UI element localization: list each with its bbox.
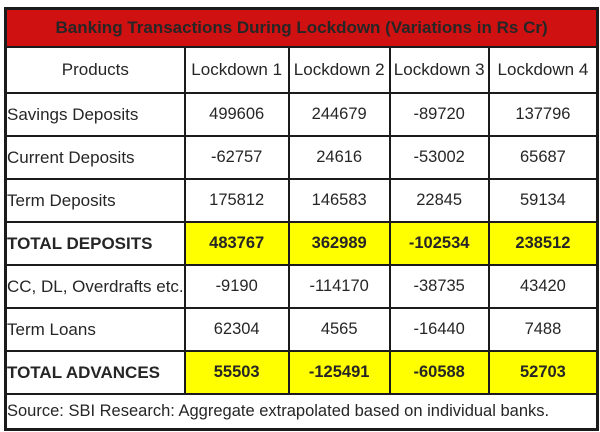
- cell-value: 65687: [487, 135, 599, 180]
- cell-value-highlighted: 238512: [487, 221, 599, 266]
- column-header-products: Products: [4, 46, 186, 94]
- cell-value: -114170: [287, 264, 391, 309]
- table-title: Banking Transactions During Lockdown (Va…: [4, 7, 599, 48]
- column-header-lockdown-2: Lockdown 2: [287, 46, 391, 94]
- cell-value-highlighted: 483767: [183, 221, 290, 266]
- cell-value: 22845: [388, 178, 490, 223]
- cell-value: -38735: [388, 264, 490, 309]
- cell-value-highlighted: -102534: [388, 221, 490, 266]
- source-note: Source: SBI Research: Aggregate extrapol…: [4, 393, 599, 431]
- cell-value-highlighted: -125491: [287, 350, 391, 395]
- source-row: Source: SBI Research: Aggregate extrapol…: [4, 393, 599, 431]
- title-row: Banking Transactions During Lockdown (Va…: [4, 7, 599, 48]
- cell-value: -9190: [183, 264, 290, 309]
- table-row-term-loans: Term Loans 62304 4565 -16440 7488: [4, 307, 599, 352]
- row-label: Term Loans: [4, 307, 186, 352]
- cell-value: 24616: [287, 135, 391, 180]
- banking-transactions-table: Banking Transactions During Lockdown (Va…: [4, 7, 600, 431]
- row-label: TOTAL ADVANCES: [4, 350, 186, 395]
- cell-value-highlighted: 362989: [287, 221, 391, 266]
- row-label: TOTAL DEPOSITS: [4, 221, 186, 266]
- banking-table-container: Banking Transactions During Lockdown (Va…: [4, 7, 600, 431]
- column-header-lockdown-4: Lockdown 4: [487, 46, 599, 94]
- row-label: Current Deposits: [4, 135, 186, 180]
- table-row-total-advances: TOTAL ADVANCES 55503 -125491 -60588 5270…: [4, 350, 599, 395]
- table-row-cc-dl-overdrafts: CC, DL, Overdrafts etc. -9190 -114170 -3…: [4, 264, 599, 309]
- cell-value: 59134: [487, 178, 599, 223]
- cell-value: 146583: [287, 178, 391, 223]
- cell-value: -89720: [388, 92, 490, 137]
- cell-value: 244679: [287, 92, 391, 137]
- cell-value: 7488: [487, 307, 599, 352]
- row-label: Term Deposits: [4, 178, 186, 223]
- cell-value: 175812: [183, 178, 290, 223]
- table-row-savings-deposits: Savings Deposits 499606 244679 -89720 13…: [4, 92, 599, 137]
- cell-value: 4565: [287, 307, 391, 352]
- cell-value-highlighted: 52703: [487, 350, 599, 395]
- row-label: CC, DL, Overdrafts etc.: [4, 264, 186, 309]
- cell-value: -62757: [183, 135, 290, 180]
- table-row-total-deposits: TOTAL DEPOSITS 483767 362989 -102534 238…: [4, 221, 599, 266]
- cell-value: 43420: [487, 264, 599, 309]
- cell-value: 62304: [183, 307, 290, 352]
- cell-value: -16440: [388, 307, 490, 352]
- cell-value: 137796: [487, 92, 599, 137]
- cell-value: 499606: [183, 92, 290, 137]
- cell-value-highlighted: 55503: [183, 350, 290, 395]
- cell-value: -53002: [388, 135, 490, 180]
- column-header-lockdown-3: Lockdown 3: [388, 46, 490, 94]
- table-row-term-deposits: Term Deposits 175812 146583 22845 59134: [4, 178, 599, 223]
- column-header-lockdown-1: Lockdown 1: [183, 46, 290, 94]
- column-header-row: Products Lockdown 1 Lockdown 2 Lockdown …: [4, 46, 599, 94]
- table-row-current-deposits: Current Deposits -62757 24616 -53002 656…: [4, 135, 599, 180]
- row-label: Savings Deposits: [4, 92, 186, 137]
- cell-value-highlighted: -60588: [388, 350, 490, 395]
